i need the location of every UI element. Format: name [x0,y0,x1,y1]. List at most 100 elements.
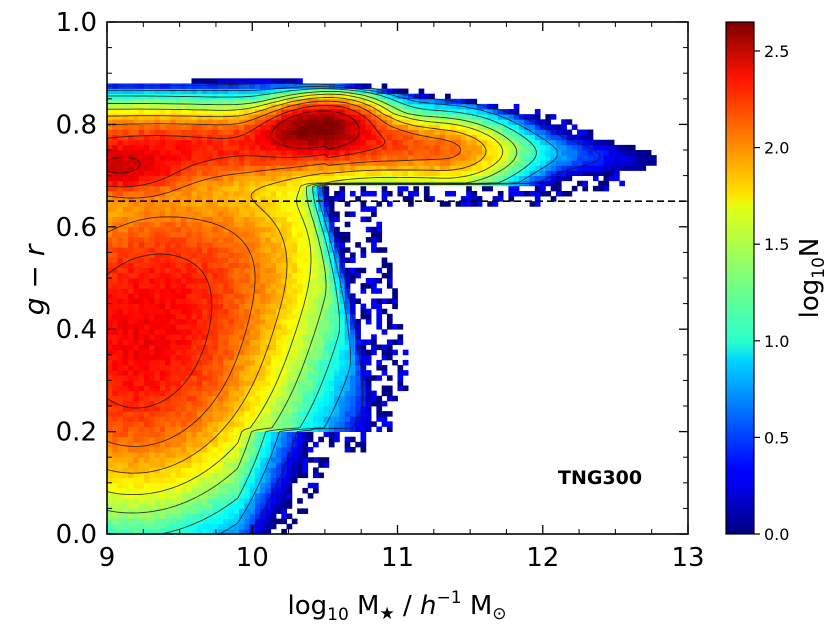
heatmap-cell [180,518,187,525]
heatmap-cell [265,436,272,443]
heatmap-cell [202,318,208,325]
heatmap-cell [471,170,478,176]
heatmap-cell [344,308,351,315]
heatmap-cell [566,119,573,125]
heatmap-cell [170,349,177,356]
heatmap-cell [492,103,499,110]
heatmap-cell [302,226,309,233]
heatmap-cell [217,124,224,130]
heatmap-cell [138,416,145,422]
heatmap-cell [592,144,599,151]
heatmap-cell [265,293,272,299]
heatmap-cell [276,144,282,151]
heatmap-cell [339,339,346,345]
heatmap-cell [117,359,124,366]
heatmap-cell [376,221,383,228]
heatmap-cell [228,262,235,269]
heatmap-cell [328,221,335,228]
heatmap-cell [223,119,229,125]
heatmap-cell [212,226,219,233]
heatmap-cell [165,165,171,171]
heatmap-cell [165,354,171,361]
heatmap-cell [233,313,240,320]
heatmap-cell [133,237,140,243]
heatmap-cell [328,375,335,381]
heatmap-cell [365,165,372,171]
heatmap-cell [249,267,256,274]
heatmap-cell [376,395,383,402]
heatmap-cell [212,119,219,125]
heatmap-cell [217,78,224,84]
heatmap-cell [413,160,420,166]
heatmap-cell [154,293,161,299]
heatmap-cell [175,144,182,151]
heatmap-cell [180,308,187,315]
heatmap-cell [191,467,198,473]
heatmap-cell [254,421,261,427]
heatmap-cell [170,416,177,422]
heatmap-cell [154,283,161,289]
heatmap-cell [207,523,214,530]
heatmap-cell [207,324,214,330]
heatmap-cell [170,196,177,202]
heatmap-cell [186,160,192,166]
heatmap-cell [175,359,182,366]
heatmap-cell [328,216,335,223]
heatmap-cell [239,467,245,473]
heatmap-cell [270,349,277,356]
heatmap-cell [582,165,589,171]
heatmap-cell [587,155,594,161]
heatmap-cell [291,467,298,473]
heatmap-cell [349,88,356,95]
heatmap-cell [244,523,251,530]
heatmap-cell [180,103,187,110]
heatmap-cell [149,175,155,182]
heatmap-cell [228,257,235,264]
heatmap-cell [286,349,293,356]
heatmap-cell [365,354,372,361]
heatmap-cell [159,441,166,448]
heatmap-cell [276,518,282,525]
heatmap-cell [233,267,240,274]
heatmap-cell [281,487,287,494]
heatmap-cell [165,196,171,202]
heatmap-cell [254,493,261,499]
heatmap-cell [276,303,282,310]
heatmap-cell [339,124,346,130]
heatmap-cell [128,103,134,110]
heatmap-cell [365,155,372,161]
heatmap-cell [154,119,161,125]
heatmap-cell [244,411,251,417]
heatmap-cell [117,206,124,212]
heatmap-cell [276,329,282,335]
heatmap-cell [154,150,161,156]
heatmap-cell [154,134,161,141]
heatmap-cell [281,272,287,279]
heatmap-cell [513,114,520,120]
heatmap-cell [540,134,546,141]
heatmap-cell [482,129,488,136]
heatmap-cell [122,267,129,274]
heatmap-cell [487,114,493,120]
heatmap-cell [260,170,266,176]
heatmap-cell [497,160,504,166]
heatmap-cell [170,503,177,509]
heatmap-cell [217,528,224,534]
heatmap-cell [186,528,192,534]
heatmap-cell [233,196,240,202]
heatmap-cell [112,359,118,366]
heatmap-cell [344,109,351,115]
heatmap-cell [339,283,346,289]
heatmap-cell [122,482,129,489]
heatmap-cell [349,406,356,412]
heatmap-cell [117,482,124,489]
heatmap-cell [328,144,335,151]
heatmap-cell [482,150,488,156]
heatmap-cell [149,406,155,412]
heatmap-cell [323,83,330,89]
heatmap-cell [239,324,245,330]
heatmap-cell [128,134,134,141]
heatmap-cell [223,124,229,130]
heatmap-cell [270,216,277,223]
heatmap-cell [170,211,177,217]
